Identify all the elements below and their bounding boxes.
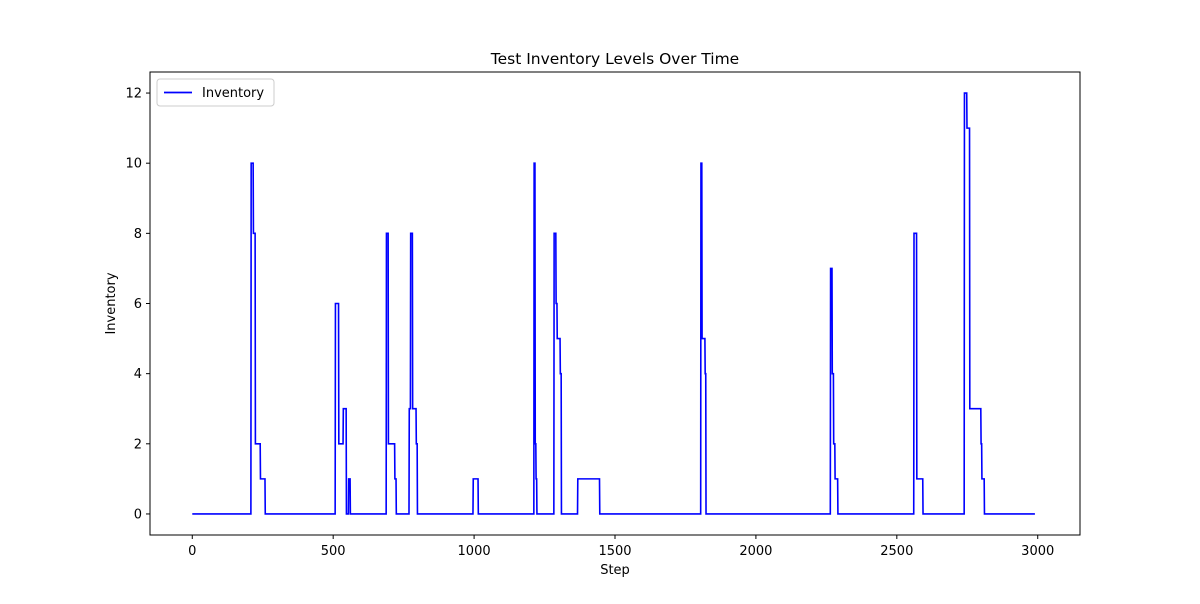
x-tick-label: 2500 [880, 544, 913, 559]
y-tick-label: 2 [134, 437, 142, 452]
y-tick-label: 8 [134, 227, 142, 242]
y-tick-label: 4 [134, 367, 142, 382]
x-tick-label: 1500 [598, 544, 631, 559]
x-tick-label: 1000 [458, 544, 491, 559]
legend-label-inventory: Inventory [202, 86, 264, 101]
x-tick-label: 2000 [739, 544, 772, 559]
legend: Inventory [156, 78, 275, 107]
x-tick-label: 500 [321, 544, 346, 559]
x-tick-label: 3000 [1021, 544, 1054, 559]
y-tick-label: 0 [134, 507, 142, 522]
chart-title: Test Inventory Levels Over Time [490, 50, 739, 68]
y-axis-label: Inventory [104, 272, 119, 334]
x-tick-label: 0 [188, 544, 196, 559]
y-axis-ticks: 0 2 4 6 8 10 12 [125, 87, 150, 522]
series-layer [192, 92, 1035, 515]
x-axis-label: Step [600, 563, 630, 578]
legend-box [156, 78, 275, 107]
y-tick-label: 10 [125, 157, 142, 172]
y-tick-label: 6 [134, 297, 142, 312]
x-axis-ticks: 0 500 1000 1500 2000 2500 3000 [188, 535, 1054, 559]
series-line-inventory [192, 92, 1035, 515]
y-tick-label: 12 [125, 87, 142, 102]
